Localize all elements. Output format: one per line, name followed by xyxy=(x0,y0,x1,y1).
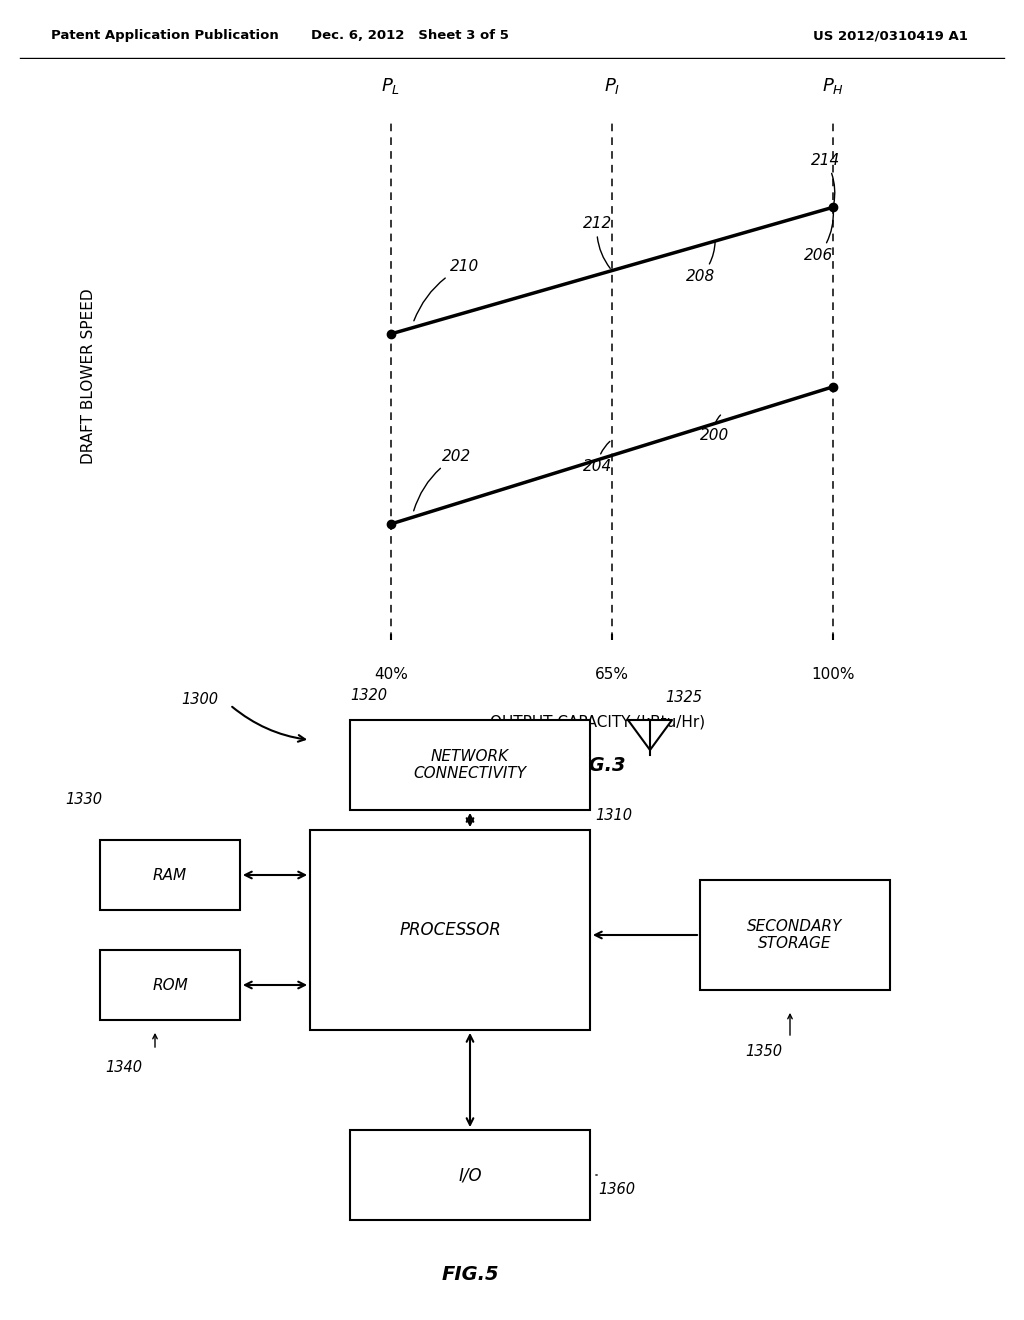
Text: 214: 214 xyxy=(811,153,841,205)
Text: $P_L$: $P_L$ xyxy=(381,77,400,96)
Bar xyxy=(100,840,240,909)
Text: 1320: 1320 xyxy=(350,688,387,702)
Text: SECONDARY
STORAGE: SECONDARY STORAGE xyxy=(748,919,843,952)
Text: 65%: 65% xyxy=(595,667,629,681)
Text: 1310: 1310 xyxy=(595,808,632,822)
Text: 1325: 1325 xyxy=(665,690,702,705)
Text: 40%: 40% xyxy=(374,667,408,681)
Text: PROCESSOR: PROCESSOR xyxy=(399,921,501,939)
Text: 212: 212 xyxy=(583,216,611,268)
Text: 208: 208 xyxy=(686,242,715,284)
Text: I/O: I/O xyxy=(458,1166,482,1184)
Text: $P_H$: $P_H$ xyxy=(822,77,844,96)
Text: 1360: 1360 xyxy=(598,1183,635,1197)
Text: 100%: 100% xyxy=(811,667,855,681)
Polygon shape xyxy=(628,719,672,750)
Text: OUTPUT CAPACITY (kBtu/Hr): OUTPUT CAPACITY (kBtu/Hr) xyxy=(489,714,705,729)
Text: 1330: 1330 xyxy=(65,792,102,808)
Text: 1300: 1300 xyxy=(181,693,218,708)
Text: 204: 204 xyxy=(583,441,611,474)
Text: 1340: 1340 xyxy=(105,1060,142,1076)
Bar xyxy=(350,1130,590,1220)
Text: 206: 206 xyxy=(804,210,834,263)
Bar xyxy=(350,719,590,810)
Bar xyxy=(100,950,240,1020)
Text: DRAFT BLOWER SPEED: DRAFT BLOWER SPEED xyxy=(81,288,96,465)
Text: US 2012/0310419 A1: US 2012/0310419 A1 xyxy=(813,29,969,42)
Text: NETWORK
CONNECTIVITY: NETWORK CONNECTIVITY xyxy=(414,748,526,781)
Bar xyxy=(700,880,890,990)
Text: 1350: 1350 xyxy=(745,1044,782,1060)
Text: Patent Application Publication: Patent Application Publication xyxy=(51,29,279,42)
Text: ROM: ROM xyxy=(153,978,187,993)
Text: Dec. 6, 2012   Sheet 3 of 5: Dec. 6, 2012 Sheet 3 of 5 xyxy=(310,29,509,42)
Text: 200: 200 xyxy=(700,414,730,442)
Text: 202: 202 xyxy=(414,449,472,511)
Text: FIG.3: FIG.3 xyxy=(568,756,626,775)
Bar xyxy=(310,830,590,1030)
Text: $P_I$: $P_I$ xyxy=(604,77,621,96)
Text: RAM: RAM xyxy=(153,867,187,883)
Text: 210: 210 xyxy=(414,259,479,321)
Text: FIG.5: FIG.5 xyxy=(441,1266,499,1284)
